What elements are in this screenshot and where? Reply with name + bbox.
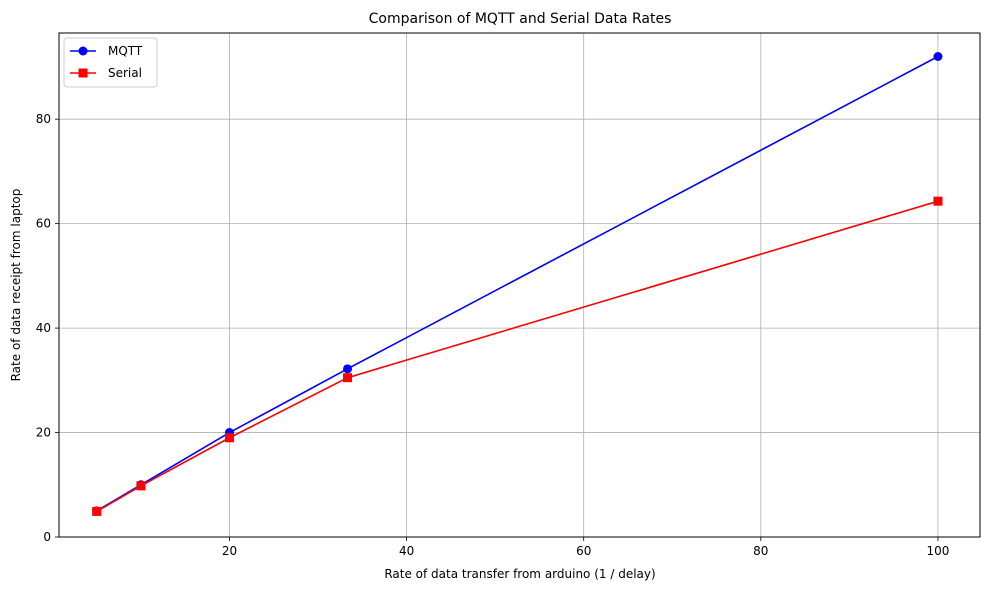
y-tick-label: 0 (43, 530, 51, 544)
series-mqtt (92, 52, 943, 516)
chart-title: Comparison of MQTT and Serial Data Rates (369, 11, 672, 27)
y-axis-label: Rate of data receipt from laptop (9, 189, 23, 382)
legend-label-mqtt: MQTT (108, 44, 143, 58)
x-tick-label: 80 (753, 544, 768, 558)
plot-area-frame (58, 32, 981, 538)
grid-lines (59, 33, 980, 538)
data-point-serial (343, 373, 353, 383)
series-lines (92, 52, 943, 516)
x-axis-ticks: 20 40 60 80 100 (222, 537, 949, 558)
data-point-mqtt (933, 52, 943, 62)
legend-item-serial: Serial (70, 66, 142, 80)
x-tick-label: 60 (576, 544, 591, 558)
legend-items: MQTT Serial (70, 44, 143, 80)
data-point-serial (92, 506, 102, 516)
series-serial (92, 196, 943, 516)
data-point-serial (224, 433, 234, 443)
legend-marker-serial (78, 68, 88, 78)
y-tick-label: 80 (36, 112, 51, 126)
x-tick-label: 40 (399, 544, 414, 558)
y-axis-ticks: 0 20 40 60 80 (36, 112, 59, 544)
legend: MQTT Serial (63, 37, 158, 88)
data-point-mqtt (343, 364, 353, 374)
series-line-serial (96, 200, 939, 513)
legend-marker-mqtt (78, 46, 88, 56)
y-tick-label: 20 (36, 426, 51, 440)
y-tick-label: 40 (36, 321, 51, 335)
data-point-serial (136, 481, 146, 491)
legend-label-serial: Serial (108, 66, 142, 80)
y-tick-label: 60 (36, 217, 51, 231)
series-line-mqtt (96, 55, 939, 512)
x-axis-label: Rate of data transfer from arduino (1 / … (384, 567, 655, 581)
data-point-serial (933, 196, 943, 206)
x-tick-label: 100 (926, 544, 949, 558)
x-tick-label: 20 (222, 544, 237, 558)
legend-item-mqtt: MQTT (70, 44, 143, 58)
